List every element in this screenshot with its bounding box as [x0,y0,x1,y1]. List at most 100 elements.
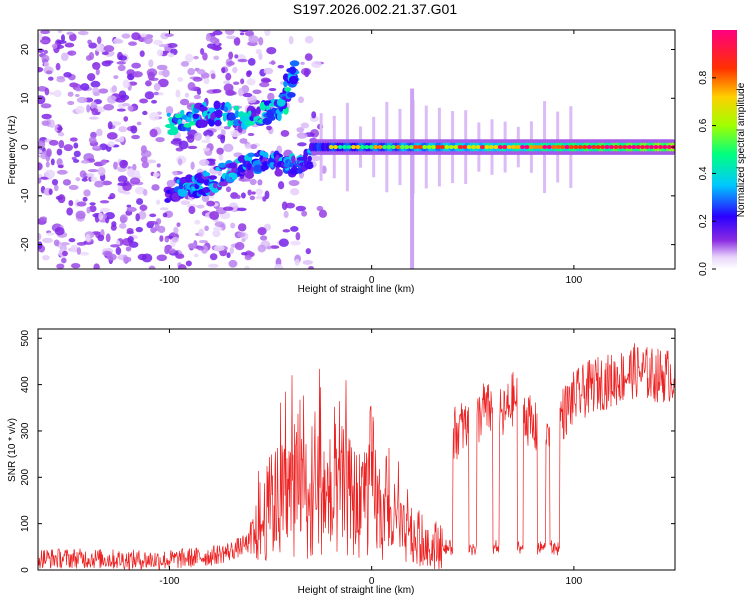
spectrogram-noise-blob [283,210,289,219]
spectrogram-carrier-core [626,145,632,150]
spectrogram-noise-blob [175,253,185,259]
spectrogram-noise-blob [93,263,100,269]
spectrogram-noise-blob [70,262,81,269]
spectrogram-branch-blob [177,189,188,197]
spectrogram-noise-blob [304,53,313,61]
spectrogram-carrier-core [488,145,494,150]
spectrogram-noise-blob [118,90,127,99]
colorbar-gradient [712,30,737,269]
spectrogram-noise-blob [89,202,96,206]
spectrogram-noise-blob [85,173,95,178]
spectrogram-noise-blob [201,194,210,203]
spectrogram-noise-blob [94,180,104,188]
spectrogram-carrier-core [577,145,583,150]
spectrogram-y-tick-label: -10 [20,188,31,203]
spectrogram-noise-blob [77,30,89,36]
spectrogram-noise-blob [296,132,308,139]
colorbar-tick-label: 0.0 [698,262,709,276]
spectrogram-noise-blob [54,226,65,236]
spectrogram-carrier-core [377,145,383,150]
spectrogram-noise-blob [302,259,314,265]
spectrogram-noise-blob [119,135,125,143]
spectrogram-carrier-core [502,145,508,150]
spectrogram-carrier-core [520,145,525,150]
spectrogram-noise-blob [116,108,126,112]
spectrogram-noise-blob [57,30,63,34]
spectrogram-noise-blob [110,121,122,126]
spectrogram-carrier-core [515,145,521,150]
spectrogram-noise-blob [194,132,202,141]
spectrogram-noise-blob [178,140,189,150]
spectrogram-noise-blob [133,72,138,77]
spectrogram-noise-blob [79,170,87,178]
spectrogram-noise-blob [164,236,170,243]
spectrogram-noise-blob [188,206,196,215]
spectrogram-noise-blob [142,188,148,196]
spectrogram-noise-blob [247,132,255,137]
spectrogram-noise-blob [187,67,195,76]
spectrogram-noise-blob [151,99,158,104]
spectrogram-carrier-core [640,145,646,150]
spectrogram-noise-blob [80,159,90,164]
spectrogram-noise-blob [198,159,210,167]
spectrogram-noise-blob [229,246,234,255]
spectrogram-branch-blob [202,186,211,194]
spectrogram-noise-blob [62,179,72,186]
spectrogram-noise-blob [41,120,50,126]
spectrogram-noise-blob [196,204,205,209]
spectrogram-noise-blob [125,246,132,252]
colorbar: 0.0 0.2 0.4 0.6 0.8 Normalized spectral ampl… [698,30,747,276]
spectrogram-branch-blob [245,171,255,179]
spectrogram-noise-blob [180,98,190,106]
spectrogram-y-tick-label: 20 [20,44,31,56]
spectrogram-noise-blob [86,104,91,113]
spectrogram-carrier-core [666,145,672,150]
spectrogram-noise-blob [255,48,262,55]
snr-x-label: Height of straight line (km) [298,585,415,596]
spectrogram-branch-blob [233,105,240,111]
spectrogram-noise-blob [47,76,54,81]
spectrogram-noise-blob [44,87,50,96]
spectrogram-noise-blob [158,78,169,88]
spectrogram-carrier-core [391,145,396,150]
spectrogram-noise-blob [294,259,300,266]
spectrogram-noise-blob [48,188,53,195]
spectrogram-noise-blob [257,179,263,186]
spectrogram-noise-blob [69,33,77,42]
spectrogram-noise-blob [264,30,271,37]
snr-plot-area [38,343,675,570]
spectrogram-branch-blob [208,175,218,180]
spectrogram-noise-blob [255,195,264,200]
spectrogram-branch-blob [192,113,200,119]
spectrogram-noise-blob [58,140,65,149]
spectrogram-noise-blob [145,159,157,164]
spectrogram-carrier-core [582,145,588,150]
spectrogram-noise-blob [115,97,126,103]
spectrogram-noise-blob [185,260,192,267]
spectrogram-noise-blob [140,145,147,154]
spectrogram-noise-blob [117,182,128,187]
spectrogram-noise-blob [73,150,81,158]
spectrogram-branch-blob [283,80,288,88]
spectrogram-y-tick-label: 0 [20,144,31,150]
spectrogram-noise-blob [244,143,251,150]
spectrogram-noise-blob [237,223,247,232]
spectrogram-noise-blob [263,67,274,75]
spectrogram-carrier-core [560,145,565,150]
spectrogram-noise-blob [101,51,109,56]
spectrogram-noise-blob [44,169,56,179]
spectrogram-noise-blob [63,71,72,78]
spectrogram-noise-blob [126,230,134,235]
spectrogram-noise-blob [249,178,257,186]
spectrogram-noise-blob [46,148,52,158]
spectrogram-branch-blob [169,126,179,136]
spectrogram-branch-blob [289,167,300,175]
spectrogram-carrier-core [586,145,592,150]
spectrogram-noise-blob [39,216,48,222]
spectrogram-branch-blob [252,160,262,167]
spectrogram-x-ticks: -100 0 100 [159,30,583,286]
spectrogram-noise-blob [106,253,117,261]
spectrogram-noise-blob [39,39,50,44]
spectrogram-noise-blob [220,134,226,144]
spectrogram-noise-blob [252,89,262,95]
